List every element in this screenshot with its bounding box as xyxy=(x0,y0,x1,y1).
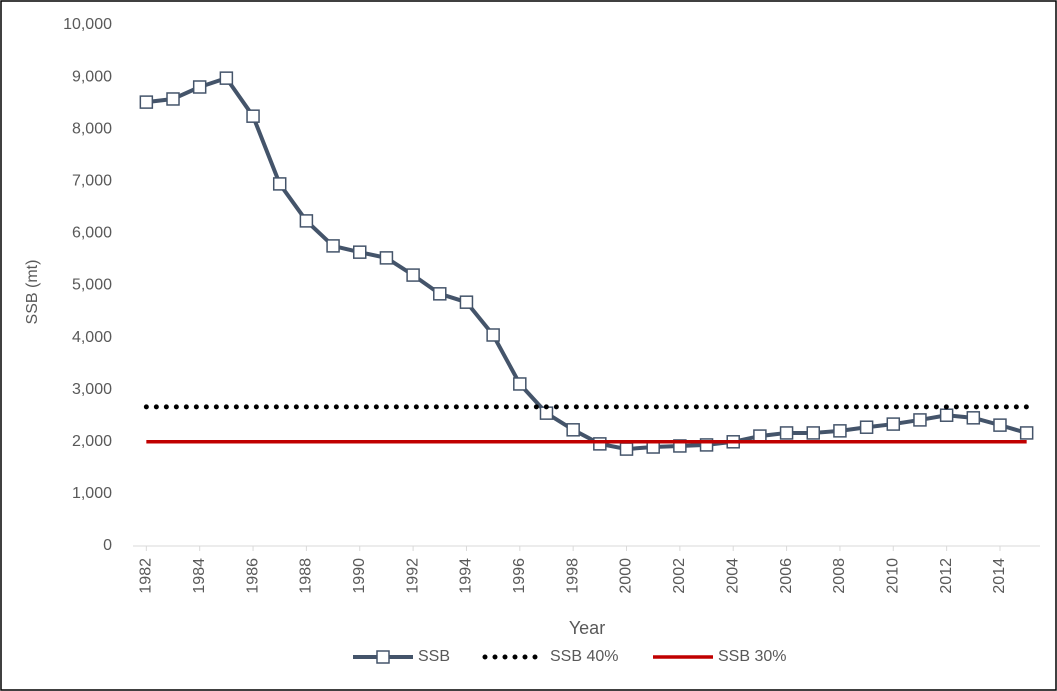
marker xyxy=(379,251,394,265)
marker xyxy=(192,80,207,94)
marker xyxy=(246,109,260,123)
y-tick-label: 2,000 xyxy=(72,433,112,450)
marker xyxy=(833,424,847,438)
marker xyxy=(272,177,287,191)
marker xyxy=(486,328,500,342)
y-axis-label: SSB (mt) xyxy=(24,260,41,325)
marker xyxy=(913,413,927,427)
y-tick-label: 3,000 xyxy=(72,381,112,398)
marker xyxy=(993,418,1007,432)
x-tick-label: 2004 xyxy=(724,558,741,594)
legend-label: SSB 40% xyxy=(550,648,618,665)
y-tick-label: 7,000 xyxy=(72,173,112,190)
marker xyxy=(299,214,314,228)
y-tick-label: 9,000 xyxy=(72,68,112,85)
x-tick-label: 1982 xyxy=(138,558,155,594)
marker xyxy=(859,420,874,434)
legend-label: SSB 30% xyxy=(718,648,786,665)
x-tick-label: 1996 xyxy=(511,558,528,594)
x-tick-label: 1998 xyxy=(564,558,581,594)
y-tick-label: 10,000 xyxy=(63,16,112,33)
series-line xyxy=(146,76,1028,452)
marker xyxy=(619,442,634,456)
y-tick-label: 8,000 xyxy=(72,120,112,137)
marker xyxy=(139,95,154,109)
marker xyxy=(513,377,527,391)
y-tick-label: 5,000 xyxy=(72,277,112,294)
x-tick-label: 2006 xyxy=(778,558,795,594)
legend-label: SSB xyxy=(418,648,450,665)
x-axis-label: Year xyxy=(569,618,605,638)
x-tick-label: 1984 xyxy=(191,558,208,594)
y-tick-label: 1,000 xyxy=(72,485,112,502)
x-tick-label: 1990 xyxy=(351,558,368,594)
marker xyxy=(166,92,180,106)
legend-marker xyxy=(376,650,390,664)
x-tick-label: 1994 xyxy=(458,558,475,594)
marker xyxy=(939,408,954,422)
marker xyxy=(406,268,420,282)
x-tick-label: 2000 xyxy=(618,558,635,594)
marker xyxy=(806,426,820,440)
x-tick-label: 2014 xyxy=(991,558,1008,594)
marker xyxy=(353,245,367,259)
marker xyxy=(593,437,607,451)
marker xyxy=(886,417,901,431)
x-tick-label: 1992 xyxy=(404,558,421,594)
marker xyxy=(459,295,474,309)
marker xyxy=(219,71,234,85)
y-tick-label: 6,000 xyxy=(72,225,112,242)
x-tick-label: 1986 xyxy=(244,558,261,594)
y-tick-label: 4,000 xyxy=(72,329,112,346)
marker xyxy=(779,426,794,440)
x-tick-label: 2010 xyxy=(884,558,901,594)
x-tick-label: 2008 xyxy=(831,558,848,594)
x-tick-label: 1988 xyxy=(298,558,315,594)
marker xyxy=(966,411,981,425)
marker xyxy=(1019,426,1034,440)
marker xyxy=(433,287,447,301)
x-tick-label: 2012 xyxy=(938,558,955,594)
marker xyxy=(326,239,340,253)
x-tick-label: 2002 xyxy=(671,558,688,594)
marker xyxy=(566,423,580,437)
y-tick-label: 0 xyxy=(103,537,112,554)
